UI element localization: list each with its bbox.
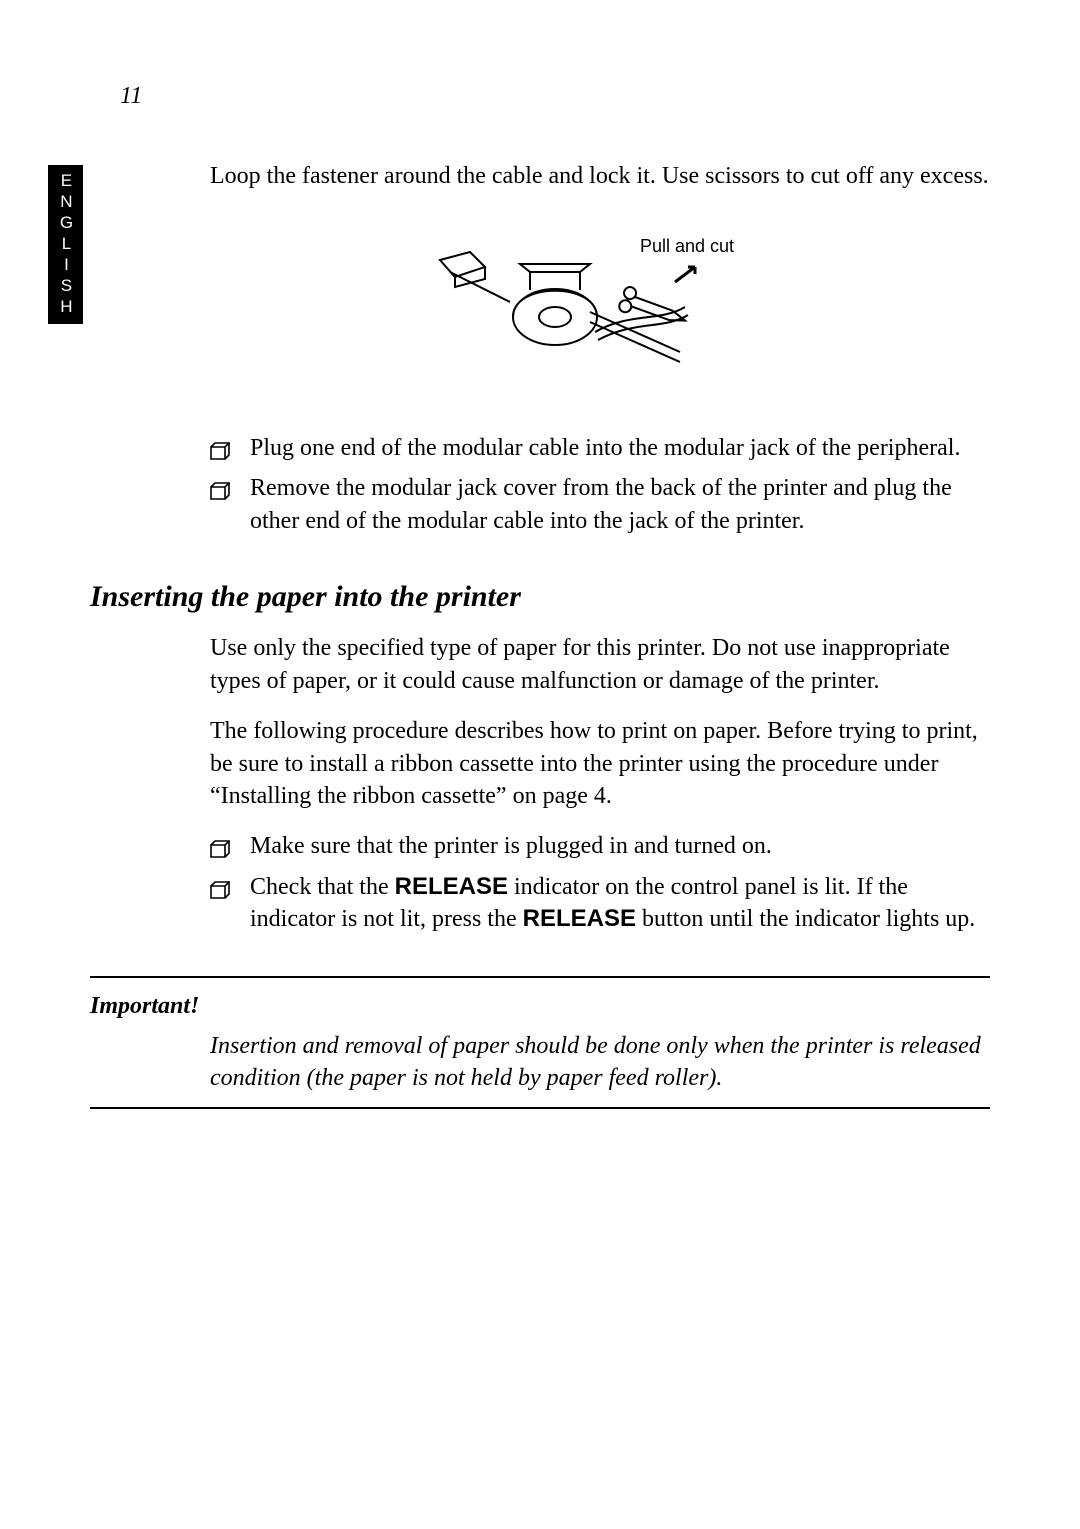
section-heading: Inserting the paper into the printer: [90, 577, 990, 618]
ferrite-core-illustration: Pull and cut: [430, 212, 770, 392]
list-item: Remove the modular jack cover from the b…: [210, 472, 990, 537]
checkbox-icon: [210, 477, 230, 495]
checkbox-icon: [210, 437, 230, 455]
important-callout: Important! Insertion and removal of pape…: [90, 976, 990, 1109]
list-item-text: Plug one end of the modular cable into t…: [250, 435, 960, 461]
body-paragraph: Use only the specified type of paper for…: [210, 632, 990, 697]
figure-caption: Pull and cut: [640, 236, 734, 256]
checkbox-icon: [210, 876, 230, 894]
body-paragraph: The following procedure describes how to…: [210, 715, 990, 812]
list-item-text: Make sure that the printer is plugged in…: [250, 833, 772, 859]
list-item-text: Remove the modular jack cover from the b…: [250, 475, 952, 533]
list-item: Check that the RELEASE indicator on the …: [210, 871, 990, 936]
content-area: Loop the fastener around the cable and l…: [210, 160, 990, 1109]
page: 11 ENGLISH Loop the fastener around the …: [0, 0, 1080, 1529]
release-label: RELEASE: [395, 873, 508, 900]
release-label: RELEASE: [523, 905, 636, 932]
callout-label: Important!: [90, 990, 990, 1022]
callout-body: Insertion and removal of paper should be…: [210, 1030, 990, 1095]
list-item: Make sure that the printer is plugged in…: [210, 830, 990, 862]
language-tab: ENGLISH: [48, 165, 83, 324]
checklist-top: Plug one end of the modular cable into t…: [210, 432, 990, 537]
page-number: 11: [120, 80, 142, 112]
intro-paragraph: Loop the fastener around the cable and l…: [210, 160, 990, 192]
list-item: Plug one end of the modular cable into t…: [210, 432, 990, 464]
figure: Pull and cut: [210, 212, 990, 401]
list-item-text: Check that the RELEASE indicator on the …: [250, 874, 975, 932]
checklist-bottom: Make sure that the printer is plugged in…: [210, 830, 990, 935]
checkbox-icon: [210, 835, 230, 853]
